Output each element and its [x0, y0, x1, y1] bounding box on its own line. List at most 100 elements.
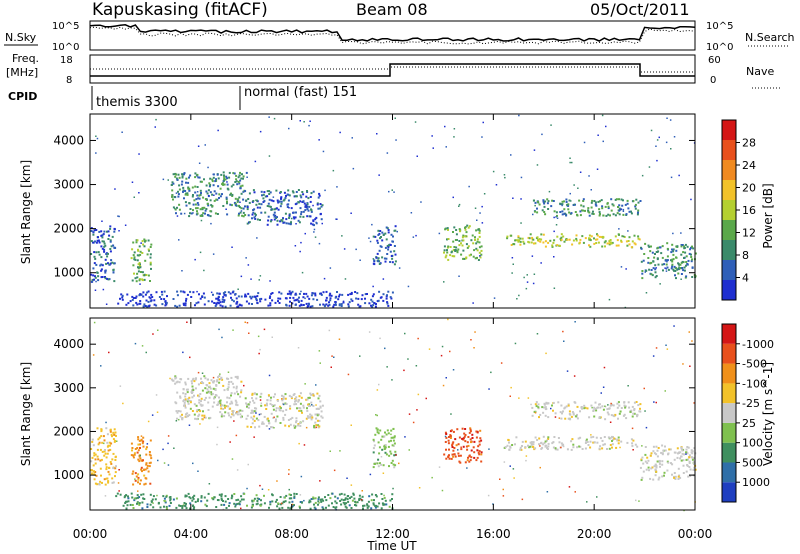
echo-cell [445, 254, 448, 257]
noise-cell [644, 410, 646, 412]
echo-cell [670, 267, 673, 270]
echo-cell [227, 405, 230, 408]
echo-cell [300, 213, 303, 216]
echo-cell [308, 297, 311, 300]
echo-cell [187, 400, 189, 403]
echo-cell [590, 235, 593, 238]
echo-cell [345, 502, 348, 505]
echo-cell [153, 299, 156, 302]
echo-cell [108, 441, 111, 444]
echo-cell [295, 417, 298, 420]
noise-cell [210, 291, 213, 294]
echo-cell [182, 186, 185, 189]
echo-cell [669, 448, 672, 451]
echo-cell [279, 297, 282, 300]
echo-cell [538, 238, 541, 241]
echo-cell [224, 495, 227, 498]
echo-cell [101, 481, 103, 484]
echo-cell [595, 238, 597, 241]
echo-cell [138, 503, 141, 506]
echo-cell [515, 239, 518, 242]
echo-cell [478, 450, 481, 453]
echo-cell [519, 240, 522, 243]
echo-cell [657, 250, 660, 253]
noise-cell [291, 217, 293, 220]
echo-cell [377, 260, 380, 263]
nsky-tick-bottom: 10^0 [52, 42, 79, 53]
noise-cell [122, 402, 124, 405]
noise-cell [391, 379, 393, 381]
noise-cell [336, 186, 338, 188]
noise-cell [521, 498, 524, 501]
echo-cell [134, 448, 137, 450]
echo-cell [174, 304, 177, 307]
echo-cell [347, 500, 350, 503]
echo-cell [574, 415, 577, 418]
echo-cell [465, 257, 468, 260]
echo-cell [110, 433, 113, 436]
echo-cell [590, 436, 593, 439]
echo-cell [146, 291, 149, 294]
echo-cell [196, 212, 199, 215]
echo-cell [114, 247, 117, 249]
echo-cell [607, 207, 610, 210]
echo-cell [640, 247, 643, 250]
echo-cell [110, 245, 113, 248]
noise-cell [665, 268, 668, 270]
echo-cell [530, 441, 533, 444]
echo-cell [536, 236, 539, 239]
echo-cell [309, 392, 312, 395]
echo-cell [466, 441, 469, 444]
x-axis-label: Time UT [366, 539, 417, 553]
noise-cell [221, 336, 223, 339]
echo-cell [276, 199, 279, 202]
echo-cell [161, 303, 164, 306]
echo-cell [207, 214, 210, 217]
echo-cell [126, 504, 129, 507]
echo-cell [344, 498, 347, 501]
noise-cell [664, 390, 666, 392]
echo-cell [584, 442, 587, 444]
colorbar-segment [722, 120, 736, 140]
echo-cell [378, 446, 381, 449]
echo-cell [238, 212, 240, 215]
echo-cell [685, 470, 688, 473]
echo-cell [289, 507, 292, 510]
echo-cell [269, 304, 272, 307]
echo-cell [205, 391, 208, 394]
echo-cell [289, 300, 291, 303]
echo-cell [316, 413, 319, 416]
echo-cell [463, 257, 466, 260]
noise-cell [201, 372, 204, 374]
echo-cell [206, 202, 209, 205]
echo-cell [298, 221, 301, 224]
noise-cell [104, 495, 107, 497]
echo-cell [534, 436, 537, 439]
echo-cell [137, 443, 140, 446]
echo-cell [198, 399, 201, 402]
echo-cell [198, 197, 201, 200]
echo-cell [132, 456, 135, 459]
echo-cell [181, 507, 184, 509]
echo-cell [653, 452, 656, 455]
echo-cell [561, 200, 564, 203]
colorbar-tick-label: -500 [742, 358, 767, 371]
echo-cell [380, 493, 383, 495]
echo-cell [621, 204, 624, 207]
echo-cell [222, 408, 225, 410]
echo-cell [579, 238, 582, 241]
noise-cell [666, 348, 669, 350]
echo-cell [264, 298, 267, 301]
noise-cell [368, 237, 370, 239]
echo-cell [480, 249, 483, 252]
echo-cell [102, 233, 105, 236]
echo-cell [137, 476, 140, 479]
echo-cell [226, 396, 229, 399]
echo-cell [592, 210, 594, 213]
echo-cell [461, 236, 464, 239]
echo-cell [463, 435, 466, 438]
echo-cell [312, 298, 315, 301]
echo-cell [177, 193, 180, 196]
echo-cell [394, 464, 397, 467]
echo-cell [552, 200, 555, 202]
